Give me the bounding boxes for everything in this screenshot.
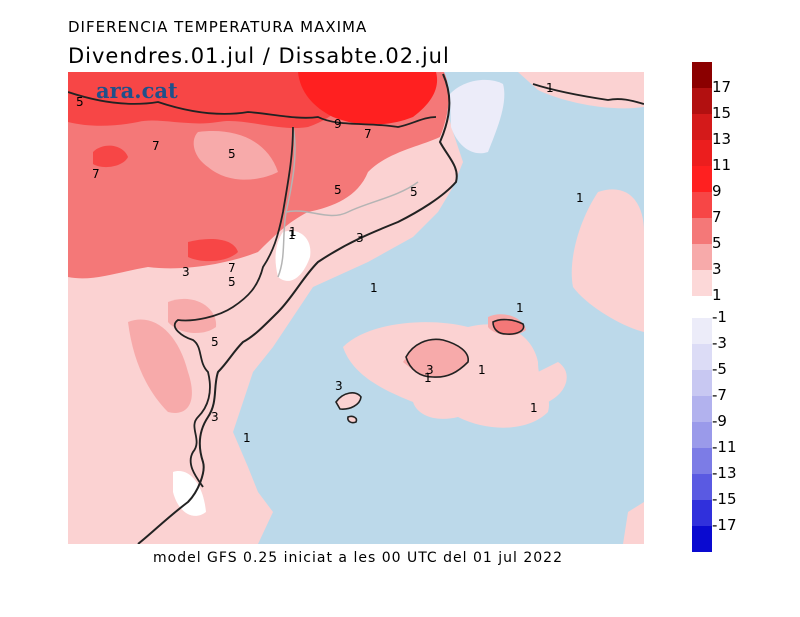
contour-label: 3 [182, 265, 190, 279]
contour-label: 1 [243, 431, 251, 445]
contour-label: 7 [228, 261, 236, 275]
contour-label: 1 [289, 225, 297, 239]
contour-label: 5 [211, 335, 219, 349]
contour-label: 5 [228, 147, 236, 161]
sea-area [233, 72, 644, 544]
zone-3-west [168, 298, 217, 334]
legend-swatch [692, 88, 712, 114]
legend-swatch [692, 140, 712, 166]
sea-patch-corner [623, 502, 644, 544]
contour-label: 3 [356, 231, 364, 245]
legend-label: -15 [712, 490, 737, 508]
contour-label: 1 [576, 191, 584, 205]
legend-label: 17 [712, 78, 732, 96]
zone-7 [68, 72, 358, 129]
contour-label: 5 [228, 275, 236, 289]
legend-swatch [692, 422, 712, 448]
contour-label: 7 [152, 139, 160, 153]
contour-label: 1 [546, 81, 554, 95]
legend-label: 15 [712, 104, 732, 122]
contour-label: 5 [76, 95, 84, 109]
white-patch-south [173, 471, 206, 516]
legend-label: -13 [712, 464, 737, 482]
contour-label: 7 [364, 127, 372, 141]
contour-label: 5 [410, 185, 418, 199]
menorca-island [492, 318, 525, 335]
chart-title: DIFERENCIA TEMPERATURA MAXIMA [68, 18, 368, 36]
legend-swatch [692, 500, 712, 526]
legend-label: 5 [712, 234, 722, 252]
legend-label: -11 [712, 438, 737, 456]
legend-label: -7 [712, 386, 727, 404]
sea-patch-east [571, 189, 644, 332]
legend-swatch [692, 270, 712, 296]
legend-label: 9 [712, 182, 722, 200]
contour-label: 3 [335, 379, 343, 393]
legend-swatch [692, 448, 712, 474]
legend-swatch [692, 166, 712, 192]
contour-label: 1 [288, 228, 296, 242]
zone-3-coast [128, 319, 192, 413]
contour-label: 1 [478, 363, 486, 377]
chart-subtitle: Divendres.01.jul / Dissabte.02.jul [68, 44, 450, 68]
coastline [137, 73, 458, 544]
legend-swatch [692, 218, 712, 244]
legend-swatch [692, 318, 712, 344]
legend-swatch [692, 526, 712, 552]
legend-label: 1 [712, 286, 722, 304]
legend-label: -17 [712, 516, 737, 534]
admin-border [277, 126, 419, 278]
legend-swatch [692, 344, 712, 370]
legend-swatch [692, 370, 712, 396]
sea-patch-south-east [524, 362, 567, 403]
contour-label: 3 [211, 410, 219, 424]
legend-label: -9 [712, 412, 727, 430]
legend-label: -1 [712, 308, 727, 326]
legend-swatch [692, 192, 712, 218]
color-legend [692, 62, 712, 552]
legend-label: -3 [712, 334, 727, 352]
legend-swatch [692, 396, 712, 422]
contour-label: 3 [426, 363, 434, 377]
ibiza-island [335, 392, 362, 424]
contour-label: 1 [516, 301, 524, 315]
zone-7-c [93, 145, 128, 168]
legend-swatch [692, 474, 712, 500]
temperature-map: 5 7 9 7 5 7 5 5 5 1 3 3 7 5 3 3 1 1 1 1 … [68, 72, 644, 544]
legend-swatch [692, 114, 712, 140]
model-caption: model GFS 0.25 iniciat a les 00 UTC del … [153, 550, 563, 566]
legend-label: 3 [712, 260, 722, 278]
negative-area [450, 79, 505, 154]
legend-label: -5 [712, 360, 727, 378]
legend-label: 7 [712, 208, 722, 226]
zone-7-b [188, 239, 238, 262]
legend-swatch [692, 62, 712, 88]
contour-label: 1 [530, 401, 538, 415]
contour-label: 1 [370, 281, 378, 295]
zone-3-inner [193, 131, 278, 180]
ara-cat-logo: ara.cat [96, 78, 178, 103]
contour-label: 1 [424, 371, 432, 385]
contour-label: 7 [92, 167, 100, 181]
legend-swatch [692, 244, 712, 270]
zone-9 [298, 72, 438, 125]
national-border [68, 91, 437, 488]
contour-label: 9 [334, 117, 342, 131]
mallorca-island [405, 338, 469, 378]
north-coast [532, 83, 644, 105]
contour-label: 5 [334, 183, 342, 197]
legend-label: 13 [712, 130, 732, 148]
legend-label: 11 [712, 156, 732, 174]
